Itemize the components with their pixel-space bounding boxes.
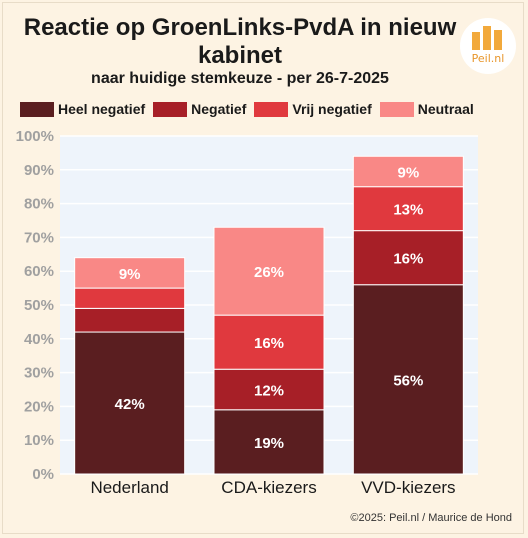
y-tick-label: 40%	[24, 331, 54, 348]
y-tick-label: 60%	[24, 263, 54, 280]
legend-label: Neutraal	[417, 101, 474, 117]
credit-text: ©2025: Peil.nl / Maurice de Hond	[350, 512, 512, 524]
legend-swatch	[20, 101, 54, 117]
bar-segment	[213, 368, 325, 411]
data-label: 42%	[115, 396, 145, 413]
data-label: 16%	[393, 251, 423, 268]
y-tick-label: 10%	[24, 432, 54, 449]
chart-subtitle: naar huidige stemkeuze - per 26-7-2025	[91, 70, 389, 87]
chart-legend: Heel negatief Negatief Vrij negatief Neutra…	[20, 100, 474, 118]
data-label: 26%	[254, 264, 284, 281]
legend-item: Neutraal	[379, 100, 474, 118]
bar-segment	[213, 409, 325, 475]
legend-item: Negatief	[153, 100, 246, 118]
legend-label: Heel negatief	[58, 101, 146, 117]
legend-item: Heel negatief	[20, 100, 145, 118]
bar-segment	[74, 331, 186, 475]
y-tick-label: 100%	[16, 128, 54, 145]
data-label: 12%	[254, 383, 284, 400]
legend-item: Vrij negatief	[254, 100, 372, 118]
chart-frame	[2, 2, 524, 534]
data-label: 16%	[254, 335, 284, 352]
y-tick-label: 30%	[24, 365, 54, 382]
data-label: 9%	[397, 164, 419, 181]
bar-segment	[352, 186, 464, 232]
legend-swatch	[379, 101, 414, 117]
y-tick-label: 90%	[24, 162, 54, 179]
bar-segment	[74, 257, 186, 289]
x-tick-label: CDA-kiezers	[221, 478, 316, 497]
legend-swatch	[254, 101, 289, 117]
logo-bar-3	[494, 30, 502, 50]
bar-segment	[74, 287, 186, 309]
bar-segment	[352, 284, 464, 475]
data-label: 9%	[119, 266, 141, 283]
chart-title: Reactie op GroenLinks-PvdA in nieuw kabi…	[23, 14, 457, 69]
peil-logo: Peil.nl	[460, 18, 516, 74]
x-tick-label: VVD-kiezers	[361, 478, 455, 497]
legend-label: Negatief	[191, 101, 247, 117]
y-tick-label: 80%	[24, 196, 54, 213]
logo-bar-1	[472, 32, 480, 50]
bar-segment	[352, 155, 464, 188]
bar-segment	[352, 230, 464, 286]
data-label: 56%	[393, 372, 423, 389]
bar-segment	[213, 314, 325, 370]
y-tick-label: 70%	[24, 229, 54, 246]
data-label: 19%	[254, 435, 284, 452]
logo-bar-2	[483, 26, 491, 50]
bar-segment	[74, 307, 186, 333]
y-tick-label: 20%	[24, 398, 54, 415]
legend-label: Vrij negatief	[292, 101, 372, 117]
x-tick-label: Nederland	[90, 478, 168, 497]
y-tick-label: 0%	[32, 466, 54, 483]
y-tick-label: 50%	[24, 297, 54, 314]
logo-text: Peil.nl	[471, 52, 505, 65]
legend-swatch	[153, 101, 188, 117]
data-label: 13%	[393, 202, 423, 219]
bar-segment	[213, 226, 325, 316]
